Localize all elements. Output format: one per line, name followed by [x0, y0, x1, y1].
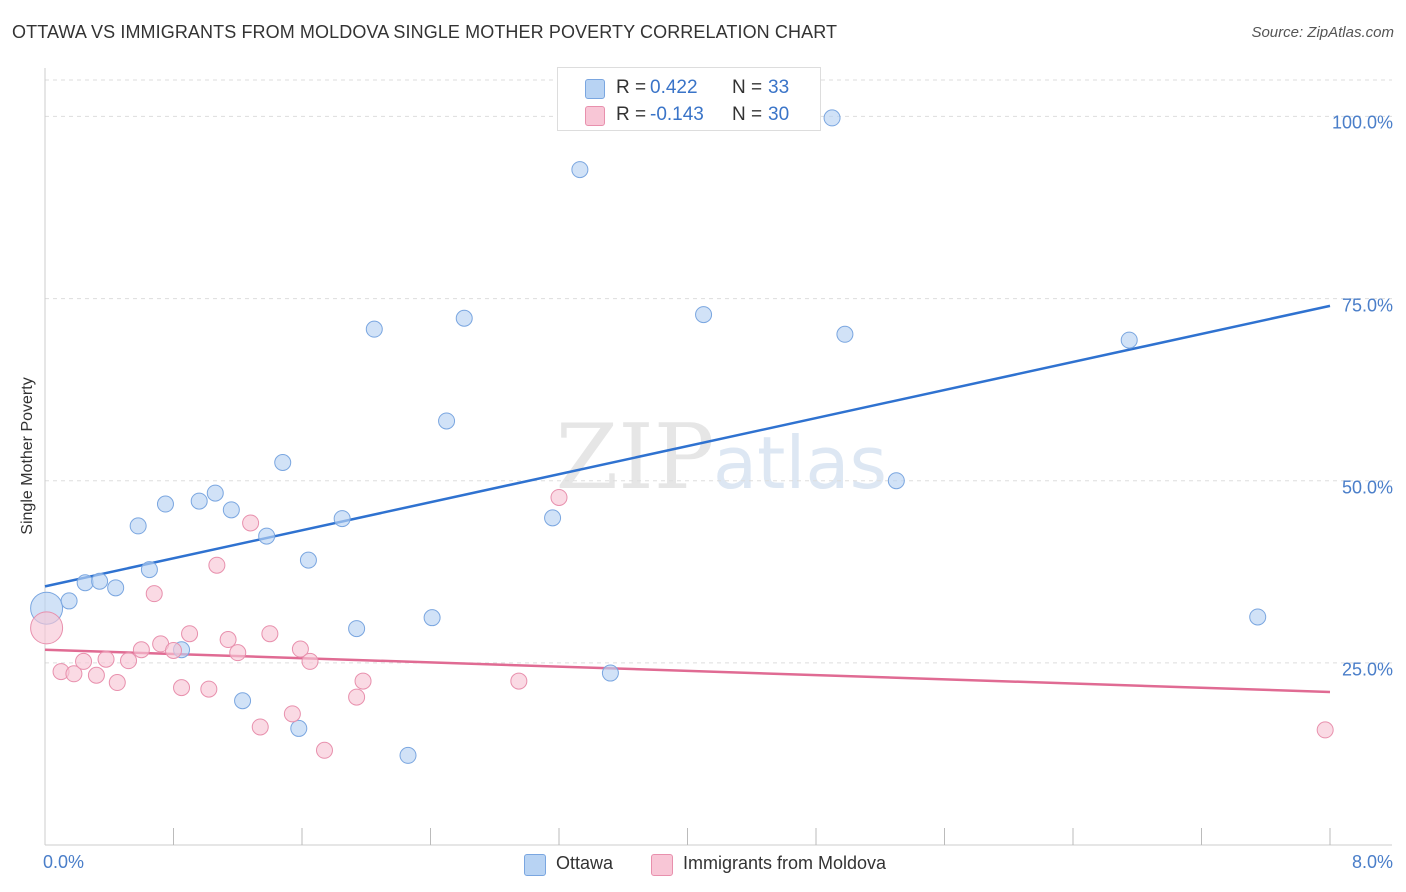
moldova-point [120, 652, 138, 670]
moldova-point [1316, 721, 1334, 739]
moldova-point [108, 674, 126, 692]
ottawa-point [274, 454, 292, 471]
ottawa-point [601, 664, 619, 682]
moldova-point [229, 644, 247, 662]
ottawa-point [140, 561, 158, 579]
moldova-point [251, 718, 269, 736]
ottawa-point [258, 527, 276, 545]
moldova-point [87, 666, 105, 684]
ottawa-trend-line [44, 304, 1331, 588]
n-label: N = [732, 104, 763, 125]
legend-ottawa-swatch [524, 854, 546, 876]
y-tick-label: 50.0% [1341, 477, 1393, 498]
ottawa-point [206, 484, 224, 502]
x-tick-min: 0.0% [43, 852, 85, 872]
moldova-point [242, 514, 260, 532]
moldova-point [291, 640, 309, 658]
ottawa-point [299, 551, 317, 569]
series-legend: Ottawa Immigrants from Moldova [0, 853, 1406, 877]
ottawa-point [399, 746, 417, 764]
ottawa-point [544, 509, 562, 527]
ottawa-point [823, 109, 841, 127]
ottawa-point [156, 495, 174, 513]
moldova-swatch [585, 106, 605, 126]
grid-lines [45, 79, 1392, 664]
ottawa-n-value: 33 [768, 77, 790, 98]
moldova-point [181, 625, 199, 643]
y-tick-label: 100.0% [1331, 112, 1393, 133]
source-label: Source: ZipAtlas.com [1251, 24, 1394, 41]
ottawa-point [290, 719, 308, 737]
correlation-legend: R = 0.422 N = 33 R = -0.143 N = 30 [557, 67, 821, 131]
ottawa-point [836, 325, 854, 343]
ottawa-point [571, 161, 589, 179]
n-label: N = [732, 77, 763, 98]
ottawa-point [365, 320, 383, 338]
ottawa-point [76, 574, 94, 592]
ottawa-point [1120, 331, 1138, 349]
moldova-point [97, 650, 115, 668]
moldova-point [261, 625, 279, 643]
moldova-point [165, 641, 182, 659]
y-tick-label: 75.0% [1341, 295, 1393, 316]
moldova-point [354, 672, 372, 690]
moldova-trend-line [44, 648, 1331, 694]
ottawa-swatch [585, 79, 605, 99]
legend-ottawa-label: Ottawa [556, 853, 614, 873]
moldova-point [132, 641, 150, 659]
moldova-point [208, 556, 226, 574]
ottawa-point [91, 572, 109, 590]
moldova-point [145, 585, 163, 603]
moldova-n-value: 30 [768, 104, 790, 125]
ottawa-point [60, 592, 78, 610]
legend-row-moldova: R = -0.143 N = 30 [558, 103, 820, 129]
ottawa-point [423, 609, 441, 627]
moldova-point [65, 665, 83, 683]
ottawa-point [190, 492, 208, 510]
y-tick-label: 25.0% [1341, 659, 1393, 680]
ottawa-point [234, 692, 252, 710]
moldova-point [348, 688, 366, 706]
ottawa-r-value: 0.422 [650, 77, 698, 98]
moldova-point [219, 631, 237, 649]
ottawa-point [455, 309, 473, 327]
watermark: ZIP atlas [556, 405, 887, 510]
ottawa-point [222, 501, 240, 519]
moldova-point [301, 652, 319, 670]
legend-row-ottawa: R = 0.422 N = 33 [558, 76, 820, 102]
ottawa-point [887, 472, 905, 490]
ottawa-point [438, 412, 456, 430]
moldova-point [173, 679, 191, 697]
r-label: R = [616, 104, 647, 125]
chart-title: OTTAWA VS IMMIGRANTS FROM MOLDOVA SINGLE… [12, 22, 838, 42]
x-tick-max: 8.0% [1351, 852, 1393, 872]
moldova-r-value: -0.143 [650, 104, 704, 125]
moldova-point [510, 672, 528, 690]
moldova-point [315, 741, 333, 759]
moldova-point [75, 652, 93, 670]
ottawa-point [695, 306, 713, 324]
ottawa-point [348, 620, 366, 638]
ottawa-point [129, 517, 147, 535]
axes [44, 68, 1392, 846]
ottawa-point [1249, 608, 1267, 626]
ottawa-point [107, 579, 125, 597]
legend-moldova-swatch [651, 854, 673, 876]
legend-moldova-label: Immigrants from Moldova [683, 853, 887, 873]
r-label: R = [616, 77, 647, 98]
moldova-point [550, 488, 568, 506]
moldova-point [30, 611, 64, 645]
data-points [30, 109, 1334, 764]
ottawa-point [333, 510, 351, 528]
moldova-point [283, 705, 301, 723]
moldova-point [200, 680, 218, 698]
